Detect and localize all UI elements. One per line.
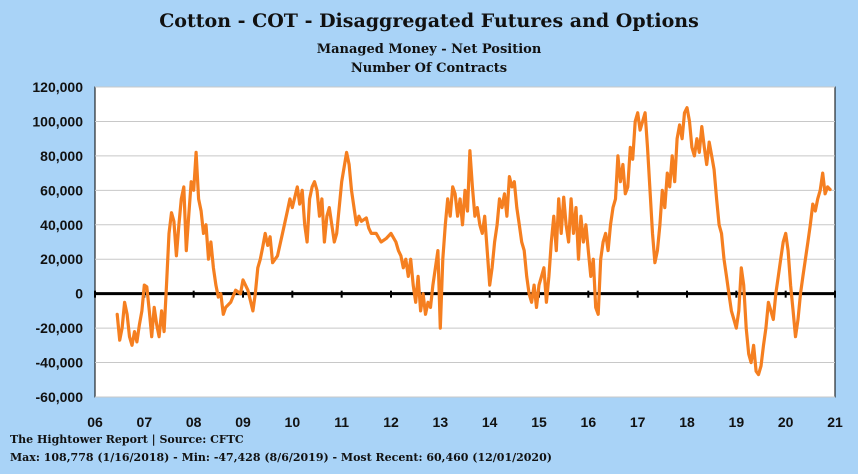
x-tick-label: 15 (531, 414, 547, 430)
y-axis: 120,000 100,000 80,000 60,000 40,000 20,000 0 -… (32, 79, 83, 405)
summary-stats: Max: 108,778 (1/16/2018) - Min: -47,428 … (10, 451, 552, 464)
y-tick-label: -20,000 (36, 320, 84, 336)
chart-subtitle: Managed Money - Net Position (316, 42, 542, 57)
x-tick-label: 09 (235, 414, 251, 430)
y-axis-label: Number Of Contracts (350, 61, 508, 76)
y-tick-label: 60,000 (40, 182, 83, 198)
x-tick-label: 06 (87, 414, 103, 430)
x-axis: 06 07 08 09 10 11 12 13 14 15 16 17 18 19 20 21 (87, 290, 843, 430)
x-tick-label: 17 (630, 414, 646, 430)
chart-title: Cotton - COT - Disaggregated Futures and… (159, 10, 699, 32)
x-tick-label: 07 (137, 414, 153, 430)
x-tick-label: 10 (285, 414, 301, 430)
y-tick-label: 0 (75, 286, 83, 302)
y-tick-label: 20,000 (40, 251, 83, 267)
x-tick-label: 08 (186, 414, 202, 430)
x-tick-label: 14 (482, 414, 498, 430)
y-tick-label: -60,000 (36, 389, 84, 405)
source-note: The Hightower Report | Source: CFTC (10, 433, 244, 446)
x-tick-label: 13 (433, 414, 449, 430)
x-tick-label: 16 (581, 414, 597, 430)
x-tick-label: 12 (383, 414, 399, 430)
y-tick-label: 40,000 (40, 217, 83, 233)
x-tick-label: 20 (778, 414, 794, 430)
y-tick-label: 120,000 (32, 79, 83, 95)
x-tick-label: 18 (679, 414, 695, 430)
x-tick-label: 11 (334, 414, 349, 430)
x-tick-label: 19 (729, 414, 745, 430)
net-position-line (115, 106, 832, 377)
y-tick-label: -40,000 (36, 355, 84, 371)
plot-area (94, 86, 836, 398)
x-tick-label: 21 (827, 414, 843, 430)
y-tick-label: 100,000 (32, 113, 83, 129)
y-tick-label: 80,000 (40, 148, 83, 164)
